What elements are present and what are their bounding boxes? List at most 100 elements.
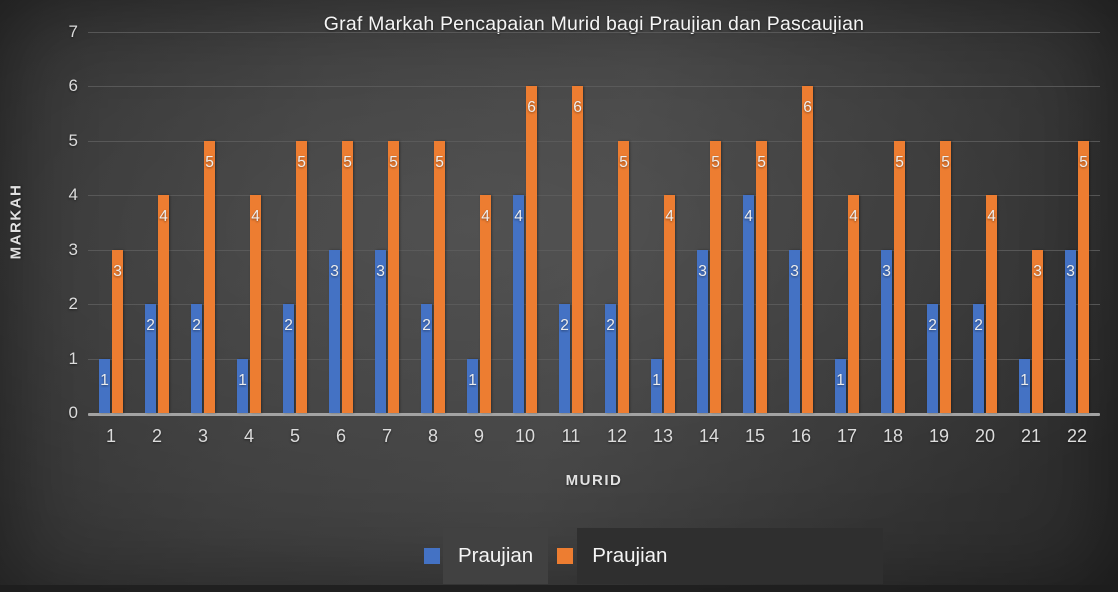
gridline-y-1 xyxy=(88,358,1100,360)
legend-label-blue: Praujian xyxy=(443,528,549,584)
bar-blue-student-6[interactable]: 3 xyxy=(329,249,340,413)
x-tick-label-19: 19 xyxy=(928,426,950,446)
bar-orange-student-21[interactable]: 3 xyxy=(1032,249,1043,413)
bar-orange-student-10[interactable]: 6 xyxy=(526,86,537,413)
bar-orange-student-6[interactable]: 5 xyxy=(342,140,353,413)
x-tick-label-10: 10 xyxy=(514,426,536,446)
bar-value-label: 5 xyxy=(1079,153,1088,171)
bar-value-label: 5 xyxy=(435,153,444,171)
bar-orange-student-19[interactable]: 5 xyxy=(940,140,951,413)
y-tick-label-6: 6 xyxy=(68,76,78,95)
legend-item-blue-series[interactable]: Praujian xyxy=(424,528,549,584)
bar-blue-student-17[interactable]: 1 xyxy=(835,358,846,413)
bar-blue-student-16[interactable]: 3 xyxy=(789,249,800,413)
bar-value-label: 1 xyxy=(238,371,247,389)
bar-blue-student-13[interactable]: 1 xyxy=(651,358,662,413)
x-tick-label-16: 16 xyxy=(790,426,812,446)
bar-orange-student-18[interactable]: 5 xyxy=(894,140,905,413)
legend-label-orange: Praujian xyxy=(577,528,884,584)
bar-orange-student-5[interactable]: 5 xyxy=(296,140,307,413)
bar-blue-student-7[interactable]: 3 xyxy=(375,249,386,413)
bar-value-label: 3 xyxy=(1066,262,1075,280)
bar-value-label: 4 xyxy=(251,208,260,225)
x-tick-label-7: 7 xyxy=(381,426,392,446)
bar-blue-student-19[interactable]: 2 xyxy=(927,304,938,413)
bar-value-label: 4 xyxy=(665,208,674,225)
gridline-y-2 xyxy=(88,304,1100,305)
bar-blue-student-18[interactable]: 3 xyxy=(881,249,892,413)
bar-value-label: 5 xyxy=(205,153,214,171)
x-tick-label-21: 21 xyxy=(1020,426,1042,446)
bar-value-label: 6 xyxy=(803,99,812,116)
legend-swatch-orange xyxy=(557,548,574,564)
x-tick-label-1: 1 xyxy=(105,426,116,446)
bar-orange-student-9[interactable]: 4 xyxy=(480,195,491,413)
legend: Praujian Praujian xyxy=(424,528,884,584)
bar-orange-student-3[interactable]: 5 xyxy=(204,140,215,413)
x-axis-line xyxy=(88,413,1100,416)
legend-item-orange-series[interactable]: Praujian xyxy=(557,528,884,584)
bar-value-label: 1 xyxy=(100,371,109,389)
bar-value-label: 3 xyxy=(376,262,385,280)
bar-value-label: 2 xyxy=(974,317,983,334)
bar-value-label: 6 xyxy=(527,99,536,116)
bar-blue-student-5[interactable]: 2 xyxy=(283,304,294,413)
y-tick-label-2: 2 xyxy=(68,294,78,313)
bar-orange-student-1[interactable]: 3 xyxy=(112,249,123,413)
bar-orange-student-15[interactable]: 5 xyxy=(756,140,767,413)
x-tick-label-5: 5 xyxy=(289,426,300,446)
bar-blue-student-9[interactable]: 1 xyxy=(467,358,478,413)
x-axis-title: MURID xyxy=(565,472,623,489)
bar-blue-student-2[interactable]: 2 xyxy=(145,304,156,413)
bar-orange-student-14[interactable]: 5 xyxy=(710,140,721,413)
x-tick-label-8: 8 xyxy=(427,426,438,446)
bar-blue-student-12[interactable]: 2 xyxy=(605,304,616,413)
bar-orange-student-16[interactable]: 6 xyxy=(802,86,813,413)
bar-blue-student-14[interactable]: 3 xyxy=(697,249,708,413)
bar-blue-student-22[interactable]: 3 xyxy=(1065,249,1076,413)
bar-value-label: 2 xyxy=(560,317,569,334)
bar-value-label: 1 xyxy=(1020,371,1029,389)
bar-value-label: 5 xyxy=(711,153,720,171)
bar-blue-student-3[interactable]: 2 xyxy=(191,304,202,413)
bar-value-label: 2 xyxy=(284,317,293,334)
bar-value-label: 5 xyxy=(343,153,352,171)
x-tick-label-14: 14 xyxy=(698,426,720,446)
x-tick-label-11: 11 xyxy=(561,426,581,446)
bar-orange-student-17[interactable]: 4 xyxy=(848,195,859,413)
chart-title: Graf Markah Pencapaian Murid bagi Prauji… xyxy=(323,13,865,35)
x-tick-label-6: 6 xyxy=(335,426,346,446)
bar-orange-student-20[interactable]: 4 xyxy=(986,195,997,413)
bar-blue-student-21[interactable]: 1 xyxy=(1019,358,1030,413)
bar-orange-student-2[interactable]: 4 xyxy=(158,195,169,413)
bar-blue-student-4[interactable]: 1 xyxy=(237,358,248,413)
bar-orange-student-8[interactable]: 5 xyxy=(434,140,445,413)
bar-orange-student-22[interactable]: 5 xyxy=(1078,140,1089,413)
bar-orange-student-4[interactable]: 4 xyxy=(250,195,261,413)
bar-orange-student-7[interactable]: 5 xyxy=(388,140,399,413)
bar-value-label: 4 xyxy=(987,208,996,225)
bar-blue-student-1[interactable]: 1 xyxy=(99,358,110,413)
bar-value-label: 4 xyxy=(514,208,523,225)
bar-value-label: 4 xyxy=(744,208,753,225)
gridline-y-5 xyxy=(88,140,1100,142)
x-tick-label-17: 17 xyxy=(836,426,858,446)
bar-blue-student-11[interactable]: 2 xyxy=(559,304,570,413)
bar-value-label: 3 xyxy=(330,262,339,280)
gridline-y-4 xyxy=(88,195,1100,196)
bar-orange-student-11[interactable]: 6 xyxy=(572,86,583,413)
bar-value-label: 5 xyxy=(895,153,904,171)
bar-orange-student-13[interactable]: 4 xyxy=(664,195,675,413)
bar-blue-student-20[interactable]: 2 xyxy=(973,304,984,413)
bar-blue-student-15[interactable]: 4 xyxy=(743,195,754,413)
x-tick-label-2: 2 xyxy=(151,426,162,446)
x-tick-label-22: 22 xyxy=(1066,426,1088,446)
y-tick-label-5: 5 xyxy=(68,130,78,150)
bar-value-label: 3 xyxy=(882,262,891,280)
bar-value-label: 1 xyxy=(836,371,845,389)
bar-orange-student-12[interactable]: 5 xyxy=(618,140,629,413)
bar-blue-student-8[interactable]: 2 xyxy=(421,304,432,413)
bar-value-label: 3 xyxy=(698,262,707,280)
bar-blue-student-10[interactable]: 4 xyxy=(513,195,524,413)
gridline-y-7 xyxy=(88,31,1100,33)
